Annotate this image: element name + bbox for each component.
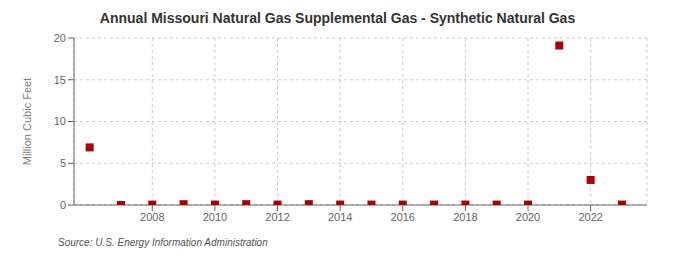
svg-text:2008: 2008 bbox=[140, 211, 164, 223]
svg-text:2012: 2012 bbox=[265, 211, 289, 223]
svg-text:10: 10 bbox=[54, 115, 66, 127]
svg-text:2020: 2020 bbox=[516, 211, 540, 223]
svg-text:15: 15 bbox=[54, 74, 66, 86]
svg-text:2016: 2016 bbox=[391, 211, 415, 223]
svg-text:2014: 2014 bbox=[328, 211, 352, 223]
svg-text:2022: 2022 bbox=[578, 211, 602, 223]
html-text:Source: U.S. Energy Informatio: Source: U.S. Energy Information Administ… bbox=[58, 237, 268, 248]
html-text:Annual Missouri Natural Gas Su: Annual Missouri Natural Gas Supplemental… bbox=[99, 10, 576, 26]
svg-text:2018: 2018 bbox=[453, 211, 477, 223]
svg-text:5: 5 bbox=[60, 157, 66, 169]
svg-text:2010: 2010 bbox=[203, 211, 227, 223]
svg-text:0: 0 bbox=[60, 199, 66, 211]
svg-text:Million Cubic Feet: Million Cubic Feet bbox=[21, 78, 33, 165]
svg-text:20: 20 bbox=[54, 32, 66, 44]
